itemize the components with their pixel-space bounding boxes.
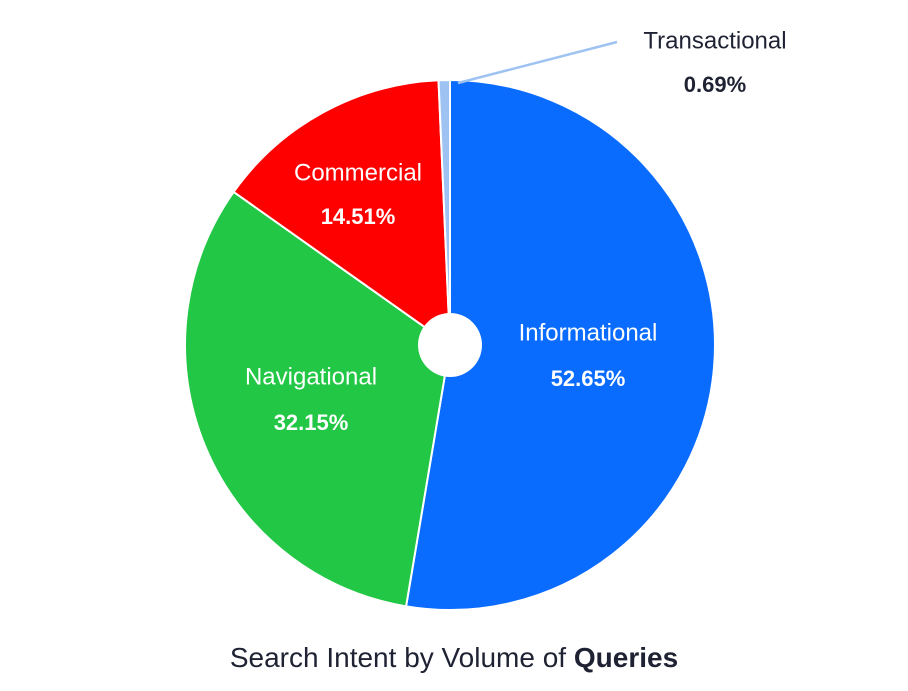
transactional-callout-line (457, 40, 618, 85)
slice-value-transactional: 0.69% (684, 72, 746, 97)
slice-label-transactional: Transactional (643, 27, 786, 54)
slice-value-commercial: 14.51% (321, 204, 396, 229)
chart-title-emphasis: Queries (573, 642, 679, 673)
pie-slices (184, 78, 716, 611)
chart-title: Search Intent by Volume of Queries (0, 642, 908, 674)
slice-navigational (184, 190, 452, 608)
slice-label-navigational: Navigational (245, 363, 377, 390)
slice-informational (404, 78, 716, 611)
chart-title-text: Search Intent by Volume of (229, 642, 567, 673)
slice-label-informational: Informational (519, 319, 658, 346)
slice-value-informational: 52.65% (551, 366, 626, 391)
slice-transactional (437, 78, 451, 346)
donut-hole (418, 313, 482, 377)
slice-value-navigational: 32.15% (274, 410, 349, 435)
slice-labels: Informational 52.65% Navigational 32.15% Com… (245, 27, 787, 434)
slice-commercial (232, 79, 452, 347)
slice-label-commercial: Commercial (294, 159, 422, 186)
